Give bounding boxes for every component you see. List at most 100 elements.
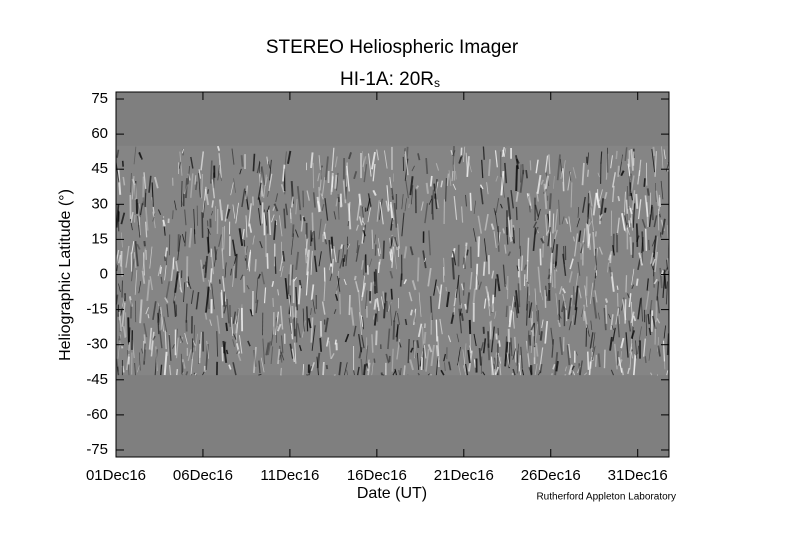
image-streak — [199, 332, 202, 358]
image-streak — [331, 258, 334, 274]
image-streak — [627, 367, 630, 375]
image-streak — [418, 292, 422, 317]
image-streak — [574, 307, 578, 325]
image-streak — [473, 333, 477, 347]
image-streak — [274, 256, 277, 274]
image-streak — [450, 149, 453, 156]
image-streak — [508, 216, 511, 238]
y-tick-label: -45 — [86, 371, 108, 388]
image-streak — [204, 255, 209, 278]
image-streak — [136, 365, 140, 373]
image-streak — [391, 234, 396, 247]
image-streak — [610, 314, 614, 330]
image-streak — [211, 179, 216, 199]
image-streak — [199, 259, 205, 282]
image-streak — [404, 198, 407, 212]
image-streak — [328, 239, 333, 264]
image-streak — [629, 346, 632, 370]
image-streak — [334, 293, 339, 301]
image-streak — [389, 270, 394, 279]
image-streak — [520, 346, 523, 369]
image-streak — [127, 327, 131, 345]
image-streak — [564, 366, 567, 372]
image-streak — [389, 236, 394, 249]
image-streak — [343, 278, 347, 286]
image-streak — [633, 355, 637, 376]
image-streak — [635, 340, 638, 359]
image-streak — [396, 324, 399, 342]
image-streak — [192, 340, 196, 346]
image-streak — [554, 229, 558, 240]
image-streak — [507, 251, 512, 257]
image-streak — [663, 149, 666, 160]
image-streak — [433, 279, 437, 296]
image-streak — [358, 333, 363, 353]
image-streak — [193, 324, 196, 348]
y-tick-label: 75 — [91, 90, 108, 107]
image-streak — [186, 282, 189, 288]
image-streak — [411, 165, 415, 172]
image-streak — [648, 348, 651, 361]
image-streak — [439, 318, 443, 335]
image-streak — [316, 196, 321, 213]
image-streak — [252, 153, 256, 172]
y-tick-label: 15 — [91, 230, 108, 247]
image-streak — [660, 180, 664, 200]
image-streak — [594, 231, 597, 237]
image-streak — [385, 353, 390, 364]
image-streak — [523, 264, 527, 271]
image-streak — [532, 227, 537, 252]
image-streak — [217, 145, 221, 151]
image-streak — [149, 246, 153, 269]
image-streak — [553, 176, 555, 189]
image-streak — [462, 365, 467, 376]
image-streak — [587, 203, 590, 224]
image-streak — [466, 249, 469, 256]
image-streak — [533, 221, 538, 228]
image-streak — [366, 198, 371, 212]
image-streak — [282, 250, 286, 262]
image-streak — [346, 165, 350, 192]
image-streak — [408, 291, 413, 302]
subtitle-subscript: s — [434, 76, 440, 90]
image-streak — [629, 236, 633, 255]
image-streak — [353, 275, 357, 281]
image-streak — [225, 322, 229, 332]
image-streak — [637, 170, 641, 185]
image-streak — [245, 185, 249, 200]
image-streak — [483, 298, 487, 309]
image-streak — [435, 319, 438, 342]
image-streak — [646, 162, 648, 186]
image-streak — [355, 245, 360, 262]
image-streak — [646, 278, 649, 291]
image-streak — [367, 362, 371, 376]
image-streak — [653, 278, 658, 285]
image-streak — [515, 206, 518, 221]
image-streak — [558, 199, 561, 225]
image-streak — [648, 327, 652, 336]
image-streak — [549, 252, 554, 274]
image-streak — [568, 216, 572, 233]
image-streak — [515, 155, 520, 170]
image-streak — [586, 351, 590, 370]
image-streak — [401, 212, 405, 237]
image-streak — [546, 282, 552, 302]
image-streak — [552, 364, 556, 370]
image-streak — [261, 271, 265, 285]
image-streak — [218, 170, 222, 182]
image-streak — [187, 166, 191, 185]
image-streak — [493, 208, 496, 216]
image-streak — [379, 201, 384, 225]
image-streak — [173, 296, 176, 302]
image-streak — [235, 308, 240, 334]
image-streak — [555, 293, 559, 315]
image-streak — [300, 215, 304, 232]
image-streak — [297, 285, 302, 305]
image-streak — [398, 342, 402, 348]
image-streak — [457, 346, 461, 366]
image-streak — [663, 349, 666, 370]
image-streak — [159, 330, 163, 349]
image-streak — [383, 292, 387, 319]
image-streak — [443, 353, 447, 362]
image-streak — [425, 158, 429, 174]
